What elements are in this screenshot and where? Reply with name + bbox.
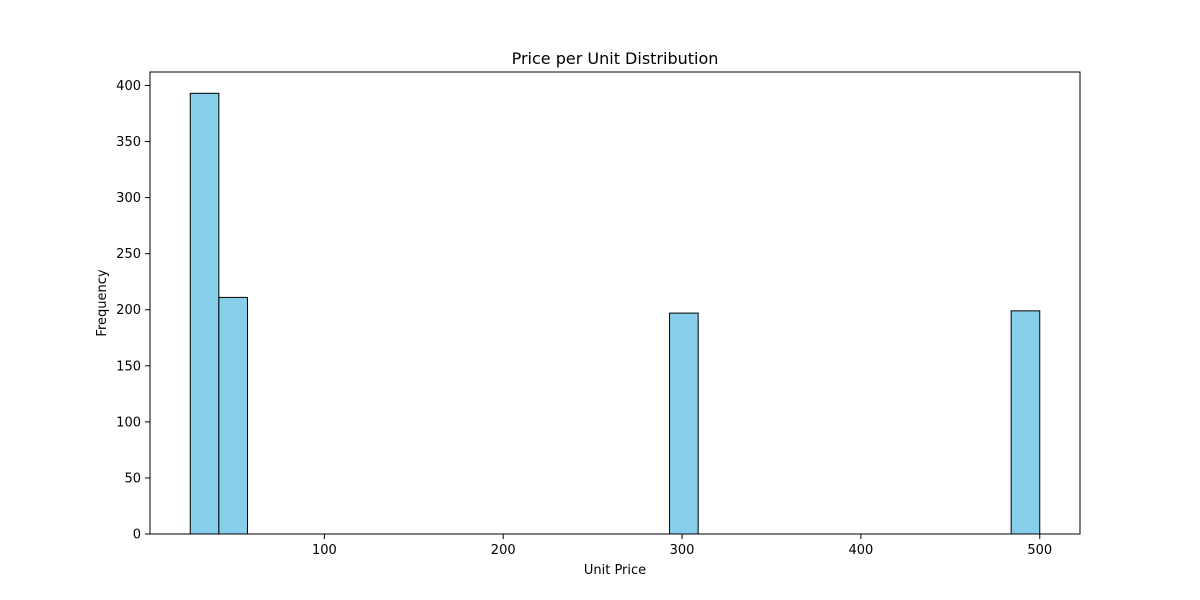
y-axis-title: Frequency [95,269,110,336]
y-tick-label: 150 [116,359,141,374]
histogram-bar-3 [1010,310,1041,535]
y-tick-label: 200 [116,303,141,318]
x-tick-label: 500 [1027,543,1052,558]
x-tick-label: 100 [312,543,337,558]
y-tick-label: 400 [116,79,141,94]
x-axis: 100 200 300 400 500 [312,534,1052,558]
chart-title: Price per Unit Distribution [512,49,719,68]
y-tick-label: 250 [116,247,141,262]
histogram-bar-1 [218,296,248,535]
y-tick-label: 350 [116,135,141,150]
x-axis-title: Unit Price [584,563,646,578]
y-tick-label: 50 [124,471,141,486]
x-tick-label: 400 [848,543,873,558]
y-axis: 0 50 100 150 200 250 300 350 400 [116,79,150,543]
histogram-bar-0 [189,92,220,535]
y-tick-label: 300 [116,191,141,206]
y-tick-label: 0 [133,528,141,543]
x-tick-label: 200 [491,543,516,558]
plot-frame [149,71,1081,535]
y-tick-label: 100 [116,415,141,430]
x-tick-label: 300 [670,543,695,558]
bars-layer [189,92,1041,535]
histogram-bar-2 [669,312,699,535]
